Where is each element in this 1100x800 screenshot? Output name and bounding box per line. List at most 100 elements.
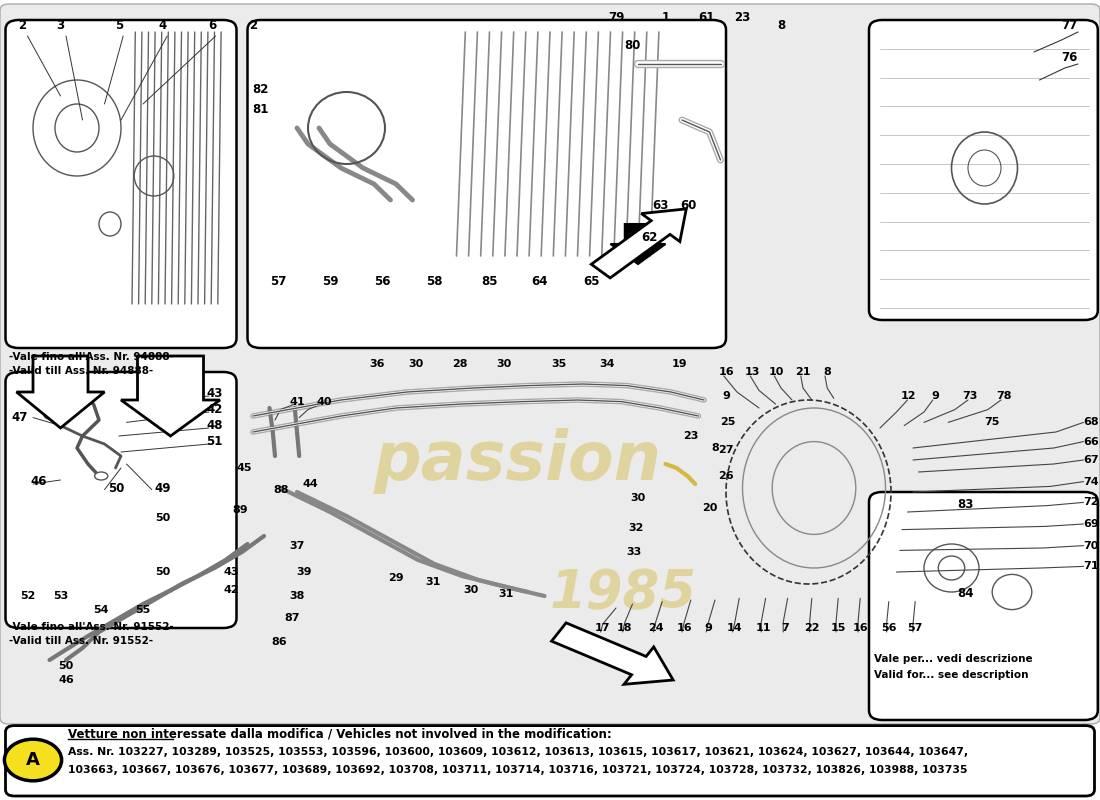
Text: 74: 74: [1084, 477, 1099, 486]
Text: 38: 38: [289, 591, 305, 601]
Text: 40: 40: [317, 397, 332, 406]
Text: 43: 43: [207, 387, 222, 400]
Text: 50: 50: [58, 661, 74, 670]
Text: 21: 21: [795, 367, 811, 377]
Text: 36: 36: [370, 359, 385, 369]
Text: 22: 22: [804, 623, 820, 633]
Text: 66: 66: [1084, 437, 1099, 446]
Text: 27: 27: [718, 445, 734, 454]
Text: 34: 34: [600, 359, 615, 369]
Text: 45: 45: [236, 463, 252, 473]
Text: 87: 87: [285, 613, 300, 622]
Text: 10: 10: [769, 367, 784, 377]
Text: 14: 14: [727, 623, 742, 633]
Text: 58: 58: [427, 275, 442, 288]
Text: -Valid till Ass. Nr. 91552-: -Valid till Ass. Nr. 91552-: [9, 637, 153, 646]
Text: 8: 8: [823, 367, 832, 377]
Text: 42: 42: [207, 403, 222, 416]
Text: Ass. Nr. 103227, 103289, 103525, 103553, 103596, 103600, 103609, 103612, 103613,: Ass. Nr. 103227, 103289, 103525, 103553,…: [68, 747, 968, 757]
Polygon shape: [16, 356, 104, 428]
Text: 23: 23: [735, 11, 750, 24]
Text: 71: 71: [1084, 562, 1099, 571]
Text: 42: 42: [223, 586, 239, 595]
Text: Vetture non interessate dalla modifica / Vehicles not involved in the modificati: Vetture non interessate dalla modifica /…: [68, 728, 612, 741]
FancyBboxPatch shape: [248, 20, 726, 348]
Text: 13: 13: [745, 367, 760, 377]
Text: 84: 84: [957, 587, 974, 600]
Text: 81: 81: [253, 103, 268, 116]
Text: 20: 20: [702, 503, 717, 513]
Text: 67: 67: [1084, 455, 1099, 465]
Text: 63: 63: [652, 199, 668, 212]
Text: 50: 50: [108, 482, 124, 494]
Ellipse shape: [68, 378, 81, 386]
Text: 4: 4: [158, 19, 167, 32]
Text: 62: 62: [641, 231, 657, 244]
Text: 85: 85: [482, 275, 497, 288]
Text: 82: 82: [253, 83, 268, 96]
Text: 16: 16: [852, 623, 868, 633]
Text: 50: 50: [155, 567, 170, 577]
Text: 19: 19: [672, 359, 688, 369]
Text: 53: 53: [53, 591, 68, 601]
FancyBboxPatch shape: [6, 20, 236, 348]
Text: 59: 59: [321, 275, 339, 288]
Text: 79: 79: [608, 11, 624, 24]
Text: 78: 78: [997, 391, 1012, 401]
FancyBboxPatch shape: [6, 726, 1094, 796]
Text: 60: 60: [681, 199, 696, 212]
Text: 8: 8: [777, 19, 785, 32]
Text: 76: 76: [1062, 51, 1078, 64]
Text: 46: 46: [31, 475, 47, 488]
Text: 9: 9: [931, 391, 939, 401]
Text: 37: 37: [289, 541, 305, 550]
Ellipse shape: [95, 472, 108, 480]
Text: 6: 6: [208, 19, 217, 32]
Text: 29: 29: [388, 573, 404, 582]
Text: 9: 9: [722, 391, 730, 401]
Text: 61: 61: [698, 11, 714, 24]
Text: 8: 8: [711, 443, 719, 453]
Text: 77: 77: [1062, 19, 1078, 32]
Polygon shape: [592, 209, 686, 278]
Text: 1985: 1985: [550, 567, 697, 619]
Text: Valid for... see description: Valid for... see description: [874, 670, 1028, 680]
Text: 41: 41: [289, 397, 305, 406]
Text: 65: 65: [584, 275, 601, 288]
Polygon shape: [121, 356, 220, 436]
Text: 11: 11: [756, 623, 771, 633]
Circle shape: [4, 739, 62, 781]
Text: 31: 31: [498, 589, 514, 598]
Text: 2: 2: [249, 19, 257, 32]
Text: 30: 30: [496, 359, 512, 369]
Polygon shape: [551, 623, 673, 684]
Text: 25: 25: [720, 418, 736, 427]
FancyBboxPatch shape: [6, 372, 236, 628]
Text: 54: 54: [94, 605, 109, 614]
Text: 28: 28: [452, 359, 468, 369]
Text: 49: 49: [154, 482, 170, 494]
Text: 55: 55: [135, 605, 151, 614]
Text: 46: 46: [58, 675, 74, 685]
Text: 69: 69: [1084, 519, 1099, 529]
Text: 30: 30: [408, 359, 424, 369]
Text: 57: 57: [908, 623, 923, 633]
Text: 17: 17: [595, 623, 610, 633]
Text: -Valid till Ass. Nr. 94888-: -Valid till Ass. Nr. 94888-: [9, 366, 153, 376]
Text: 72: 72: [1084, 498, 1099, 507]
Text: 56: 56: [881, 623, 896, 633]
Text: 30: 30: [463, 586, 478, 595]
Text: 7: 7: [781, 623, 790, 633]
Text: 89: 89: [232, 506, 248, 515]
FancyBboxPatch shape: [869, 20, 1098, 320]
Text: 18: 18: [617, 623, 632, 633]
Text: 57: 57: [271, 275, 286, 288]
Text: A: A: [26, 751, 40, 769]
Text: 3: 3: [56, 19, 65, 32]
Text: 103663, 103667, 103676, 103677, 103689, 103692, 103708, 103711, 103714, 103716, : 103663, 103667, 103676, 103677, 103689, …: [68, 765, 968, 774]
Text: 26: 26: [718, 471, 734, 481]
Text: 32: 32: [628, 523, 643, 533]
Ellipse shape: [44, 411, 57, 419]
Text: 23: 23: [683, 431, 698, 441]
Text: 50: 50: [155, 514, 170, 523]
